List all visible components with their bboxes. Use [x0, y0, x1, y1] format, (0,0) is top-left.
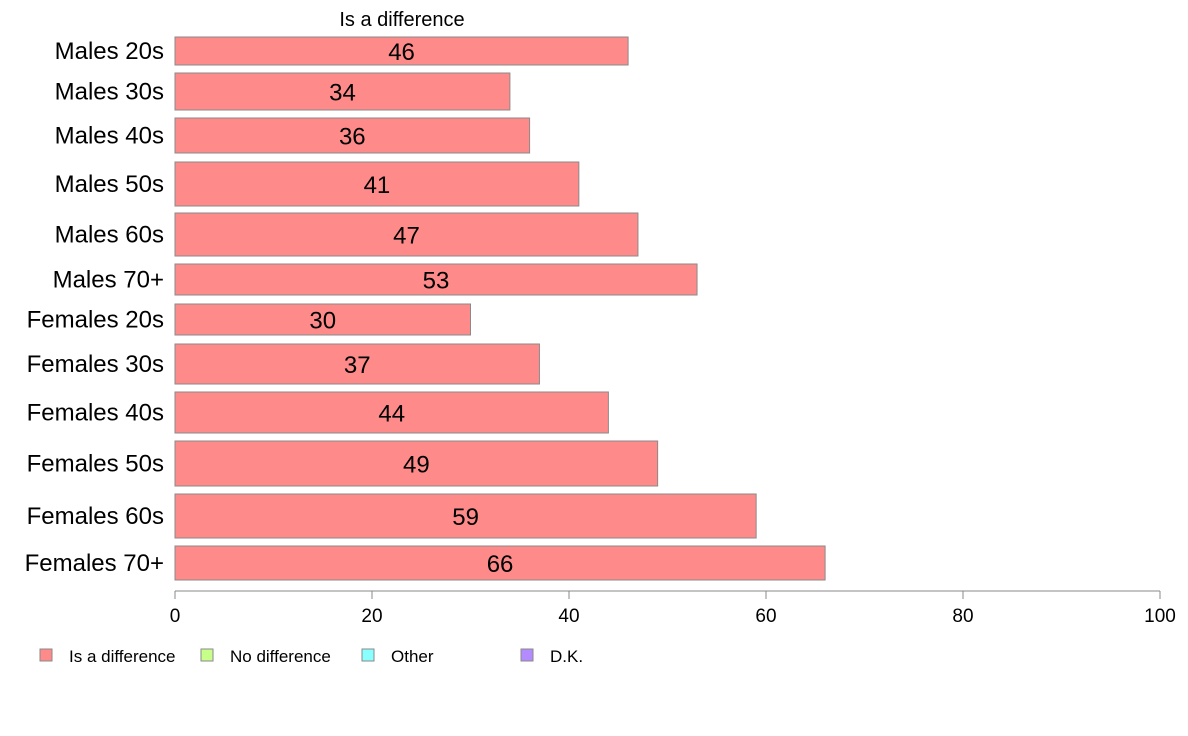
x-axis: 0 20 40 60 80 100 [170, 590, 1176, 627]
legend-swatch [39, 648, 53, 662]
data-label: 41 [364, 172, 391, 199]
legend-label: D.K. [550, 647, 583, 666]
data-label: 36 [339, 124, 366, 151]
legend-swatch [361, 648, 375, 662]
x-tick-label: 0 [170, 606, 181, 627]
data-label: 66 [487, 551, 514, 578]
legend-swatch [200, 648, 214, 662]
x-tick-label: 80 [952, 606, 973, 627]
category-label: Females 60s [27, 503, 164, 530]
bar [174, 161, 580, 207]
legend: Is a difference No difference Other D.K. [39, 647, 583, 666]
x-tick-label: 40 [558, 606, 579, 627]
data-label: 34 [329, 80, 356, 107]
category-label: Females 30s [27, 351, 164, 378]
bar [174, 36, 629, 66]
bar [174, 440, 659, 487]
x-tick-label: 20 [361, 606, 382, 627]
category-label: Females 70+ [25, 550, 164, 577]
category-label: Males 50s [55, 171, 164, 198]
category-label: Males 40s [55, 123, 164, 150]
data-label: 30 [309, 308, 336, 335]
bar [174, 212, 639, 257]
category-labels: Males 20s Males 30s Males 40s Males 50s Male… [25, 38, 164, 577]
category-label: Females 40s [27, 400, 164, 427]
category-label: Females 20s [27, 307, 164, 334]
legend-label: No difference [230, 647, 331, 666]
category-label: Males 70+ [53, 267, 164, 294]
legend-label: Is a difference [69, 647, 175, 666]
category-label: Males 20s [55, 38, 164, 65]
column-title: Is a difference [339, 9, 464, 31]
x-tick-label: 60 [755, 606, 776, 627]
category-label: Females 50s [27, 451, 164, 478]
category-label: Males 30s [55, 79, 164, 106]
bar [174, 117, 531, 154]
bar [174, 545, 826, 581]
bar [174, 263, 698, 296]
bar [174, 72, 511, 111]
data-label: 53 [423, 268, 450, 295]
bar [174, 391, 609, 434]
data-label: 47 [393, 223, 420, 250]
bar [174, 343, 540, 385]
bars [174, 36, 826, 581]
data-label: 46 [388, 39, 415, 66]
data-label: 44 [378, 401, 405, 428]
category-label: Males 60s [55, 222, 164, 249]
data-label: 37 [344, 352, 371, 379]
bar [174, 493, 757, 539]
x-tick-label: 100 [1144, 606, 1176, 627]
legend-label: Other [391, 647, 434, 666]
bar [174, 303, 471, 336]
legend-swatch [520, 648, 534, 662]
data-label: 59 [452, 504, 479, 531]
data-label: 49 [403, 452, 430, 479]
